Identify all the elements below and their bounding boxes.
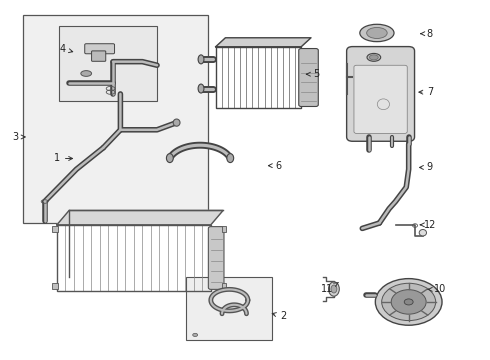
Ellipse shape	[404, 299, 413, 305]
Text: 4: 4	[60, 44, 73, 54]
Ellipse shape	[167, 154, 173, 163]
Ellipse shape	[193, 333, 197, 337]
Ellipse shape	[369, 55, 378, 60]
FancyBboxPatch shape	[208, 226, 224, 289]
Ellipse shape	[419, 229, 426, 236]
Ellipse shape	[367, 53, 381, 61]
Ellipse shape	[382, 283, 436, 320]
Text: 5: 5	[306, 69, 319, 79]
Text: 10: 10	[428, 284, 446, 294]
Ellipse shape	[375, 279, 442, 325]
Bar	[23, 15, 208, 223]
Bar	[59, 26, 157, 101]
Text: 12: 12	[420, 220, 436, 230]
Ellipse shape	[391, 290, 426, 314]
FancyBboxPatch shape	[92, 51, 106, 61]
Text: 1: 1	[54, 153, 73, 163]
Ellipse shape	[360, 24, 394, 42]
Ellipse shape	[227, 154, 234, 163]
FancyBboxPatch shape	[85, 44, 115, 54]
Ellipse shape	[331, 285, 337, 293]
Bar	[216, 47, 301, 108]
Text: 3: 3	[12, 132, 25, 142]
Bar	[186, 277, 272, 339]
Ellipse shape	[173, 119, 180, 126]
Bar	[57, 225, 211, 291]
Ellipse shape	[367, 27, 387, 39]
FancyBboxPatch shape	[354, 65, 407, 134]
FancyBboxPatch shape	[346, 46, 415, 141]
Text: 11: 11	[321, 283, 339, 294]
Bar	[52, 226, 58, 232]
Ellipse shape	[81, 71, 92, 76]
Text: 7: 7	[419, 87, 434, 97]
Ellipse shape	[329, 282, 339, 296]
Bar	[221, 226, 226, 232]
Polygon shape	[57, 211, 223, 225]
Polygon shape	[216, 38, 311, 47]
Text: 9: 9	[419, 162, 433, 172]
Ellipse shape	[198, 55, 204, 64]
FancyBboxPatch shape	[299, 49, 318, 107]
Bar	[52, 283, 58, 289]
Text: 2: 2	[272, 311, 286, 321]
Bar	[221, 283, 226, 289]
Text: 8: 8	[421, 29, 433, 39]
Text: 6: 6	[269, 161, 281, 171]
Ellipse shape	[198, 84, 204, 93]
